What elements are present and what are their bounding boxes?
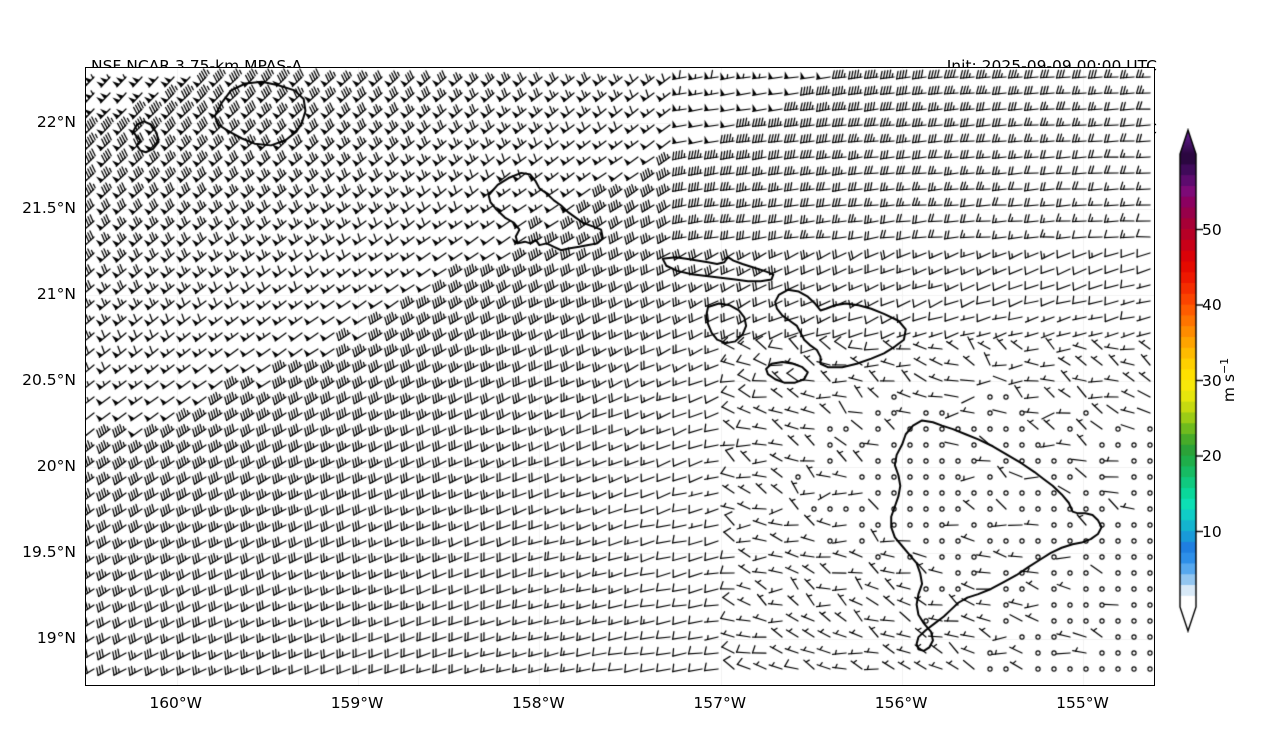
colorbar-tick-2: 30 (1202, 371, 1222, 390)
longitude-tick-2: 158°W (512, 694, 565, 712)
longitude-tick-0: 160°W (149, 694, 203, 712)
latitude-tick-6: 19°N (36, 628, 76, 647)
colorbar[interactable]: 50 40 30 20 10 m s−1 (1173, 128, 1271, 633)
latitude-tick-0: 22°N (36, 113, 76, 132)
map-plot-area[interactable] (85, 67, 1155, 686)
longitude-tick-5: 155°W (1056, 694, 1109, 712)
wind-barb-canvas (86, 68, 1154, 685)
colorbar-tick-1: 40 (1202, 296, 1222, 314)
colorbar-unit-exponent: −1 (1217, 357, 1231, 375)
longitude-tick-3: 157°W (693, 694, 747, 712)
latitude-tick-5: 19.5°N (22, 542, 76, 561)
colorbar-tick-4: 10 (1202, 522, 1222, 541)
colorbar-unit-prefix: m s (1220, 374, 1239, 403)
latitude-tick-4: 20°N (36, 456, 76, 475)
longitude-tick-1: 159°W (330, 694, 384, 712)
colorbar-tick-0: 50 (1202, 220, 1222, 239)
longitude-tick-4: 156°W (874, 694, 928, 712)
colorbar-gradient (1173, 128, 1203, 633)
latitude-tick-1: 21.5°N (22, 198, 76, 217)
latitude-tick-2: 21°N (36, 284, 76, 303)
colorbar-unit-label: m s−1 (1218, 358, 1238, 402)
colorbar-tick-3: 20 (1202, 447, 1222, 465)
latitude-tick-3: 20.5°N (22, 370, 76, 389)
